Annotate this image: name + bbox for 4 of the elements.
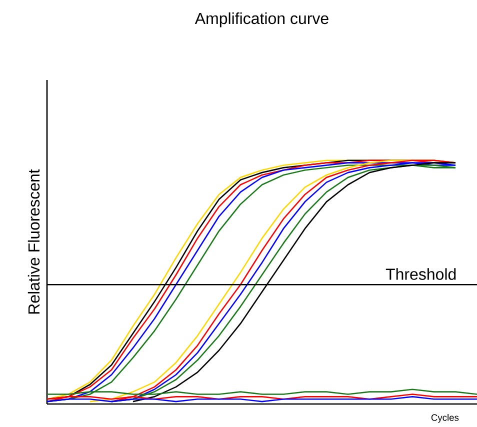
x-axis-title: Cycles xyxy=(431,414,459,423)
ref-line-label: Threshold xyxy=(386,268,456,280)
chart-title: Amplification curve xyxy=(194,12,328,28)
y-axis-title: Relative Fluorescent xyxy=(28,169,40,314)
